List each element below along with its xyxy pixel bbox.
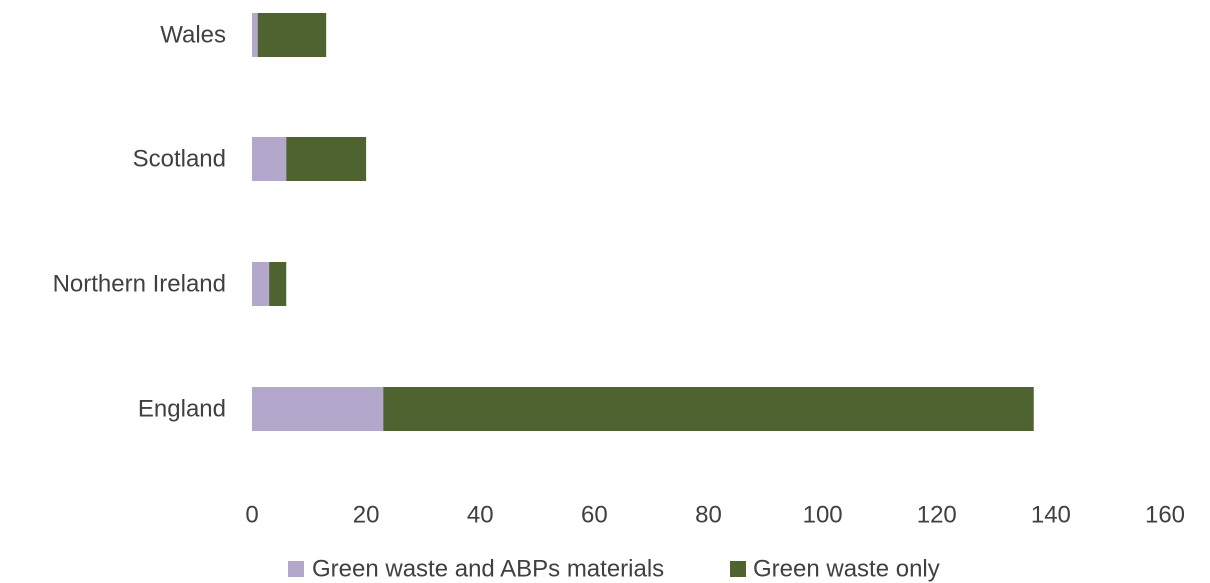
bar-wales-series-1 <box>252 13 258 57</box>
x-tick-label: 60 <box>581 502 608 529</box>
category-label: Northern Ireland <box>53 271 226 298</box>
x-tick-label: 80 <box>695 502 722 529</box>
bar-wales-series-2 <box>257 13 327 57</box>
x-tick-label: 20 <box>353 502 380 529</box>
legend: Green waste and ABPs materials Green wast… <box>288 556 940 583</box>
legend-label: Green waste only <box>753 556 940 583</box>
bar-northern-ireland-series-1 <box>252 262 270 306</box>
x-tick-label: 140 <box>1031 502 1071 529</box>
legend-label: Green waste and ABPs materials <box>312 556 664 583</box>
x-tick-label: 0 <box>245 502 258 529</box>
bar-northern-ireland-series-2 <box>269 262 287 306</box>
x-axis-ticks: 0 20 40 60 80 100 120 140 160 <box>245 502 1185 529</box>
bar-england-series-2 <box>383 387 1034 431</box>
category-label: England <box>138 396 226 423</box>
category-label: Scotland <box>133 146 226 173</box>
x-tick-label: 160 <box>1145 502 1185 529</box>
category-label: Wales <box>160 22 226 49</box>
legend-swatch <box>730 561 746 577</box>
bars-group <box>252 13 1034 431</box>
bar-scotland-series-2 <box>286 137 367 181</box>
category-labels: Wales Scotland Northern Ireland England <box>53 22 226 423</box>
x-tick-label: 100 <box>803 502 843 529</box>
x-tick-label: 120 <box>917 502 957 529</box>
legend-swatch <box>288 561 304 577</box>
bar-scotland-series-1 <box>252 137 287 181</box>
bar-england-series-1 <box>252 387 384 431</box>
x-tick-label: 40 <box>467 502 494 529</box>
